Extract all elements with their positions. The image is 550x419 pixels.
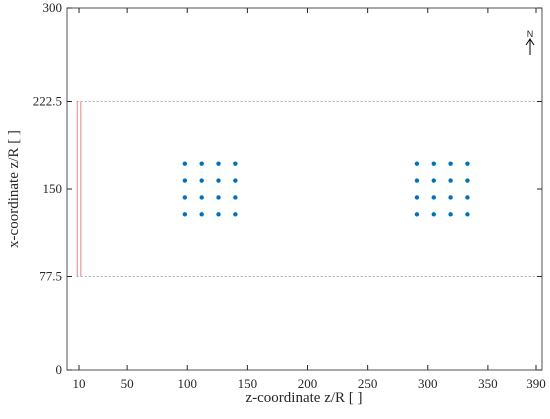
x-tick-label: 150 [238,376,258,391]
point [199,195,204,200]
point [216,161,221,166]
x-tick-label: 350 [478,376,498,391]
y-tick-label: 222.5 [33,94,62,109]
point [216,212,221,217]
point [414,178,420,183]
point [216,178,221,183]
x-tick-label: 250 [358,376,378,391]
point [182,195,188,200]
x-tick-label: 390 [526,376,546,391]
point [465,161,470,166]
x-tick-label: 10 [73,376,86,391]
point [465,212,470,217]
x-tick-label: 200 [298,376,318,391]
point [182,212,188,217]
north-arrow-head [525,38,535,46]
y-tick-label: 0 [56,362,63,377]
y-tick-label: 150 [43,181,63,196]
point [199,212,204,217]
y-tick-label: 77.5 [39,268,62,283]
north-label: N [527,29,534,39]
x-tick-label: 50 [121,376,134,391]
point [431,161,436,166]
point [414,161,420,166]
point [448,195,453,200]
point [465,195,470,200]
point [182,178,188,183]
point [448,212,453,217]
point [216,195,221,200]
point [199,161,204,166]
point [431,178,436,183]
point [233,161,238,166]
x-axis-label: z-coordinate z/R [ ] [245,390,362,406]
y-axis-label: x-coordinate z/R [ ] [6,130,22,248]
point [448,178,453,183]
x-tick-label: 300 [418,376,438,391]
point [182,161,188,166]
point [414,195,420,200]
point [233,195,238,200]
x-tick-label: 100 [178,376,198,391]
point [431,212,436,217]
point [233,178,238,183]
point [448,161,453,166]
point [199,178,204,183]
point [233,212,238,217]
y-tick-label: 300 [43,0,63,15]
point [414,212,420,217]
point [465,178,470,183]
point [431,195,436,200]
